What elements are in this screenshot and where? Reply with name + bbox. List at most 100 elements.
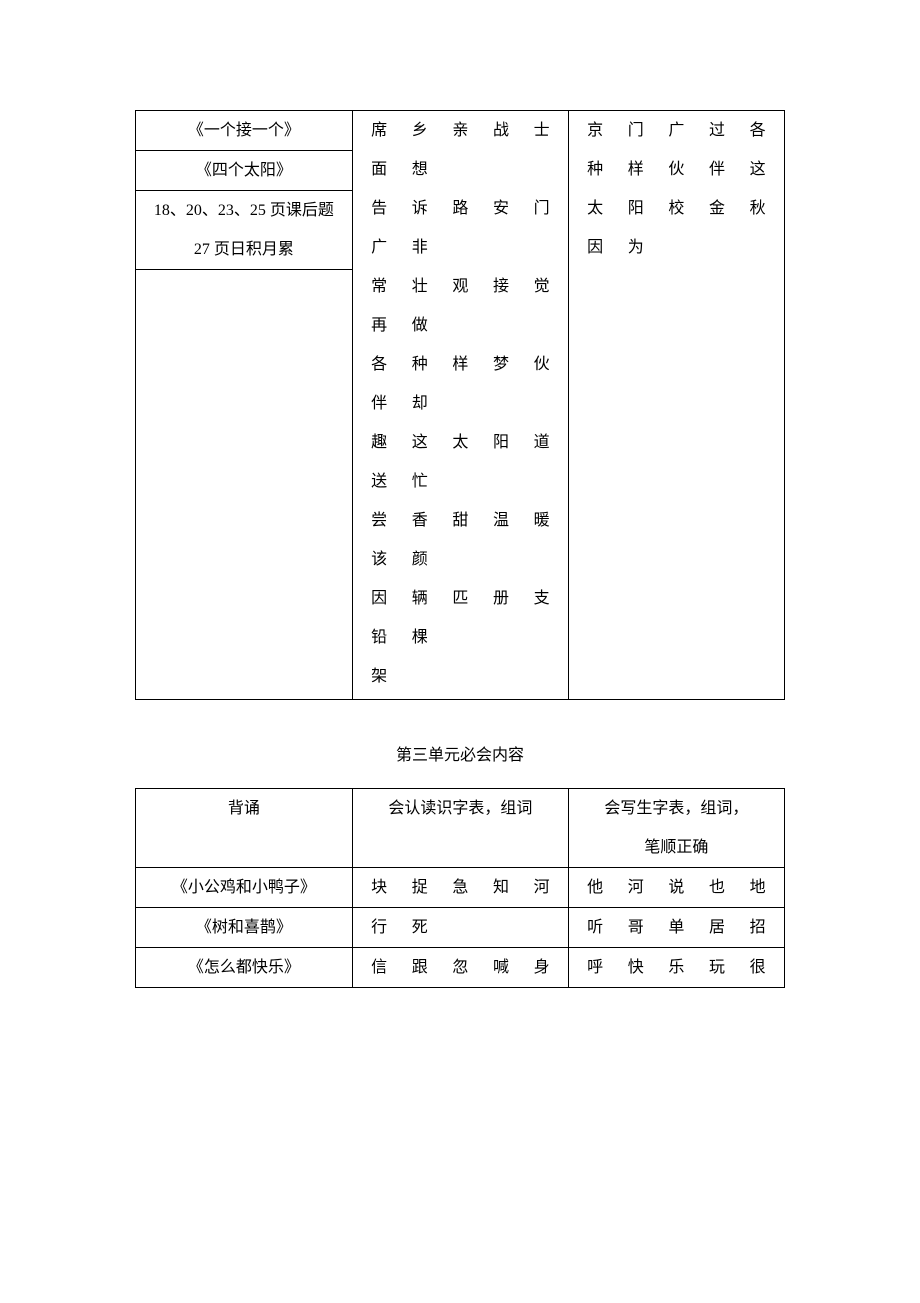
char-cell: 说: [656, 868, 697, 907]
char-cell: 为: [616, 228, 657, 267]
char-cell: 阳: [616, 189, 657, 228]
t1-r2-left: 《四个太阳》: [136, 151, 353, 191]
char-cell: 乐: [656, 948, 697, 987]
char-cell: 想: [399, 150, 440, 189]
char-row: 再做: [359, 306, 562, 345]
char-row: 广非: [359, 228, 562, 267]
table-2: 背诵 会认读识字表，组词 会写生字表，组词， 笔顺正确 《小公鸡和小鸭子》 块捉…: [135, 788, 785, 988]
char-cell: 京: [575, 111, 616, 150]
char-cell: 样: [440, 345, 481, 384]
char-row: 呼快乐玩很: [575, 948, 778, 987]
text-line: 27 页日积月累: [136, 230, 352, 269]
char-cell: 再: [359, 306, 400, 345]
char-cell: [481, 306, 522, 345]
char-cell: 道: [521, 423, 562, 462]
char-cell: 知: [481, 868, 522, 907]
char-row: 常壮观接觉: [359, 267, 562, 306]
char-cell: 因: [575, 228, 616, 267]
char-cell: [440, 150, 481, 189]
char-cell: 该: [359, 540, 400, 579]
char-cell: 常: [359, 267, 400, 306]
char-cell: 太: [575, 189, 616, 228]
char-cell: 匹: [440, 579, 481, 618]
char-row: 因为: [575, 228, 778, 267]
char-cell: 面: [359, 150, 400, 189]
char-grid: 听哥单居招: [569, 908, 784, 947]
char-cell: [440, 384, 481, 423]
char-cell: 广: [656, 111, 697, 150]
char-cell: 广: [359, 228, 400, 267]
char-cell: 他: [575, 868, 616, 907]
char-cell: 甜: [440, 501, 481, 540]
char-cell: [737, 228, 778, 267]
char-row: 因辆匹册支: [359, 579, 562, 618]
char-cell: 壮: [399, 267, 440, 306]
char-cell: [521, 462, 562, 501]
char-cell: 很: [737, 948, 778, 987]
char-cell: [440, 228, 481, 267]
char-cell: 招: [737, 908, 778, 947]
char-cell: [440, 908, 481, 947]
char-cell: 信: [359, 948, 400, 987]
char-row: 京门广过各: [575, 111, 778, 150]
char-cell: 门: [616, 111, 657, 150]
char-cell: 温: [481, 501, 522, 540]
char-cell: 金: [697, 189, 738, 228]
char-cell: 忙: [399, 462, 440, 501]
char-cell: 河: [521, 868, 562, 907]
char-cell: 梦: [481, 345, 522, 384]
char-cell: [521, 384, 562, 423]
char-cell: 河: [616, 868, 657, 907]
char-grid: 呼快乐玩很: [569, 948, 784, 987]
char-cell: 颜: [399, 540, 440, 579]
char-cell: [399, 657, 440, 696]
char-cell: [521, 150, 562, 189]
char-row: 听哥单居招: [575, 908, 778, 947]
text-line: 18、20、23、25 页课后题: [136, 191, 352, 230]
table-row: 《小公鸡和小鸭子》 块捉急知河 他河说也地: [136, 868, 785, 908]
t1-r1-left: 《一个接一个》: [136, 111, 353, 151]
text-line: 会认读识字表，组词: [353, 789, 568, 828]
text-line: 背诵: [136, 789, 352, 828]
char-cell: 尝: [359, 501, 400, 540]
char-cell: 香: [399, 501, 440, 540]
char-cell: 急: [440, 868, 481, 907]
char-cell: 亲: [440, 111, 481, 150]
char-grid: 块捉急知河: [353, 868, 568, 907]
char-cell: 死: [399, 908, 440, 947]
char-cell: 行: [359, 908, 400, 947]
char-cell: 各: [737, 111, 778, 150]
char-cell: [440, 657, 481, 696]
char-cell: 地: [737, 868, 778, 907]
char-cell: 乡: [399, 111, 440, 150]
char-cell: 告: [359, 189, 400, 228]
char-row: 面想: [359, 150, 562, 189]
char-cell: 送: [359, 462, 400, 501]
char-cell: [481, 150, 522, 189]
char-cell: 辆: [399, 579, 440, 618]
char-cell: 因: [359, 579, 400, 618]
table-1: 《一个接一个》 席乡亲战士面想告诉路安门广非常壮观接觉再做各种样梦伙伴却趣这太阳…: [135, 110, 785, 700]
char-cell: 阳: [481, 423, 522, 462]
char-cell: 非: [399, 228, 440, 267]
char-cell: 忽: [440, 948, 481, 987]
t1-mid-cell: 席乡亲战士面想告诉路安门广非常壮观接觉再做各种样梦伙伴却趣这太阳道送忙尝香甜温暖…: [352, 111, 568, 700]
char-cell: [521, 908, 562, 947]
char-cell: 支: [521, 579, 562, 618]
char-row: 伴却: [359, 384, 562, 423]
char-cell: 席: [359, 111, 400, 150]
char-row: 种样伙伴这: [575, 150, 778, 189]
char-cell: 接: [481, 267, 522, 306]
t2-r2-right: 听哥单居招: [568, 908, 784, 948]
char-cell: 也: [697, 868, 738, 907]
char-cell: 玩: [697, 948, 738, 987]
char-cell: 太: [440, 423, 481, 462]
char-row: 尝香甜温暖: [359, 501, 562, 540]
char-cell: [481, 462, 522, 501]
char-row: 架: [359, 657, 562, 696]
char-row: 该颜: [359, 540, 562, 579]
char-cell: 听: [575, 908, 616, 947]
char-cell: [521, 306, 562, 345]
char-cell: 伙: [521, 345, 562, 384]
char-cell: 觉: [521, 267, 562, 306]
